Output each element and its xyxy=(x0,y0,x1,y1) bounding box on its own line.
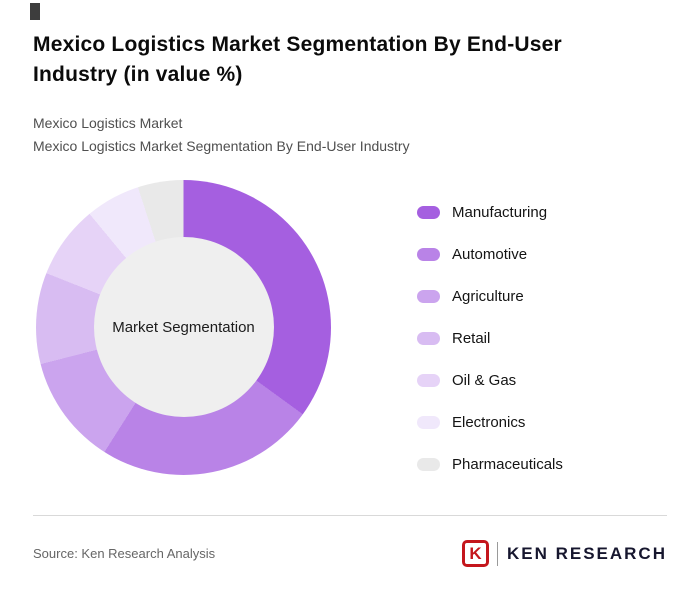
chart-legend: Manufacturing Automotive Agriculture Ret… xyxy=(417,180,563,473)
legend-label: Oil & Gas xyxy=(452,371,517,389)
brand-name: KEN RESEARCH xyxy=(506,543,667,563)
legend-label: Agriculture xyxy=(452,287,524,305)
logo-divider xyxy=(496,541,498,566)
legend-item-pharmaceuticals: Pharmaceuticals xyxy=(417,456,563,473)
legend-item-agriculture: Agriculture xyxy=(417,288,563,305)
page-title: Mexico Logistics Market Segmentation By … xyxy=(33,33,562,86)
footer: Source: Ken Research Analysis K KEN RESE… xyxy=(33,515,667,591)
legend-swatch xyxy=(417,373,440,387)
legend-swatch xyxy=(417,331,440,345)
ken-research-logo: K KEN RESEARCH xyxy=(461,540,667,567)
legend-item-automotive: Automotive xyxy=(417,246,563,263)
donut-center-label: Market Segmentation xyxy=(112,318,255,336)
legend-label: Manufacturing xyxy=(452,203,548,221)
legend-swatch xyxy=(417,205,440,219)
infographic-page: Mexico Logistics Market Segmentation By … xyxy=(33,33,667,475)
legend-swatch xyxy=(417,457,440,471)
donut-chart: Market Segmentation xyxy=(36,179,331,475)
legend-item-electronics: Electronics xyxy=(417,414,563,431)
legend-swatch xyxy=(417,289,440,303)
source-text: Source: Ken Research Analysis xyxy=(33,546,216,561)
legend-item-oil-gas: Oil & Gas xyxy=(417,372,563,389)
ken-research-logo-icon: K xyxy=(461,540,489,567)
legend-item-retail: Retail xyxy=(417,330,563,347)
legend-item-manufacturing: Manufacturing xyxy=(417,204,563,221)
chart-subtitle: Mexico Logistics Market Mexico Logistics… xyxy=(33,112,667,158)
chart-area: Market Segmentation Manufacturing Automo… xyxy=(33,179,667,475)
corner-artifact xyxy=(30,3,40,20)
legend-label: Retail xyxy=(452,329,491,347)
subtitle-line-2: Mexico Logistics Market Segmentation By … xyxy=(33,137,410,154)
legend-label: Automotive xyxy=(452,245,528,263)
donut-center: Market Segmentation xyxy=(93,237,274,418)
legend-label: Pharmaceuticals xyxy=(452,455,563,473)
subtitle-line-1: Mexico Logistics Market xyxy=(33,114,183,131)
legend-swatch xyxy=(417,415,440,429)
legend-swatch xyxy=(417,247,440,261)
legend-label: Electronics xyxy=(452,413,526,431)
